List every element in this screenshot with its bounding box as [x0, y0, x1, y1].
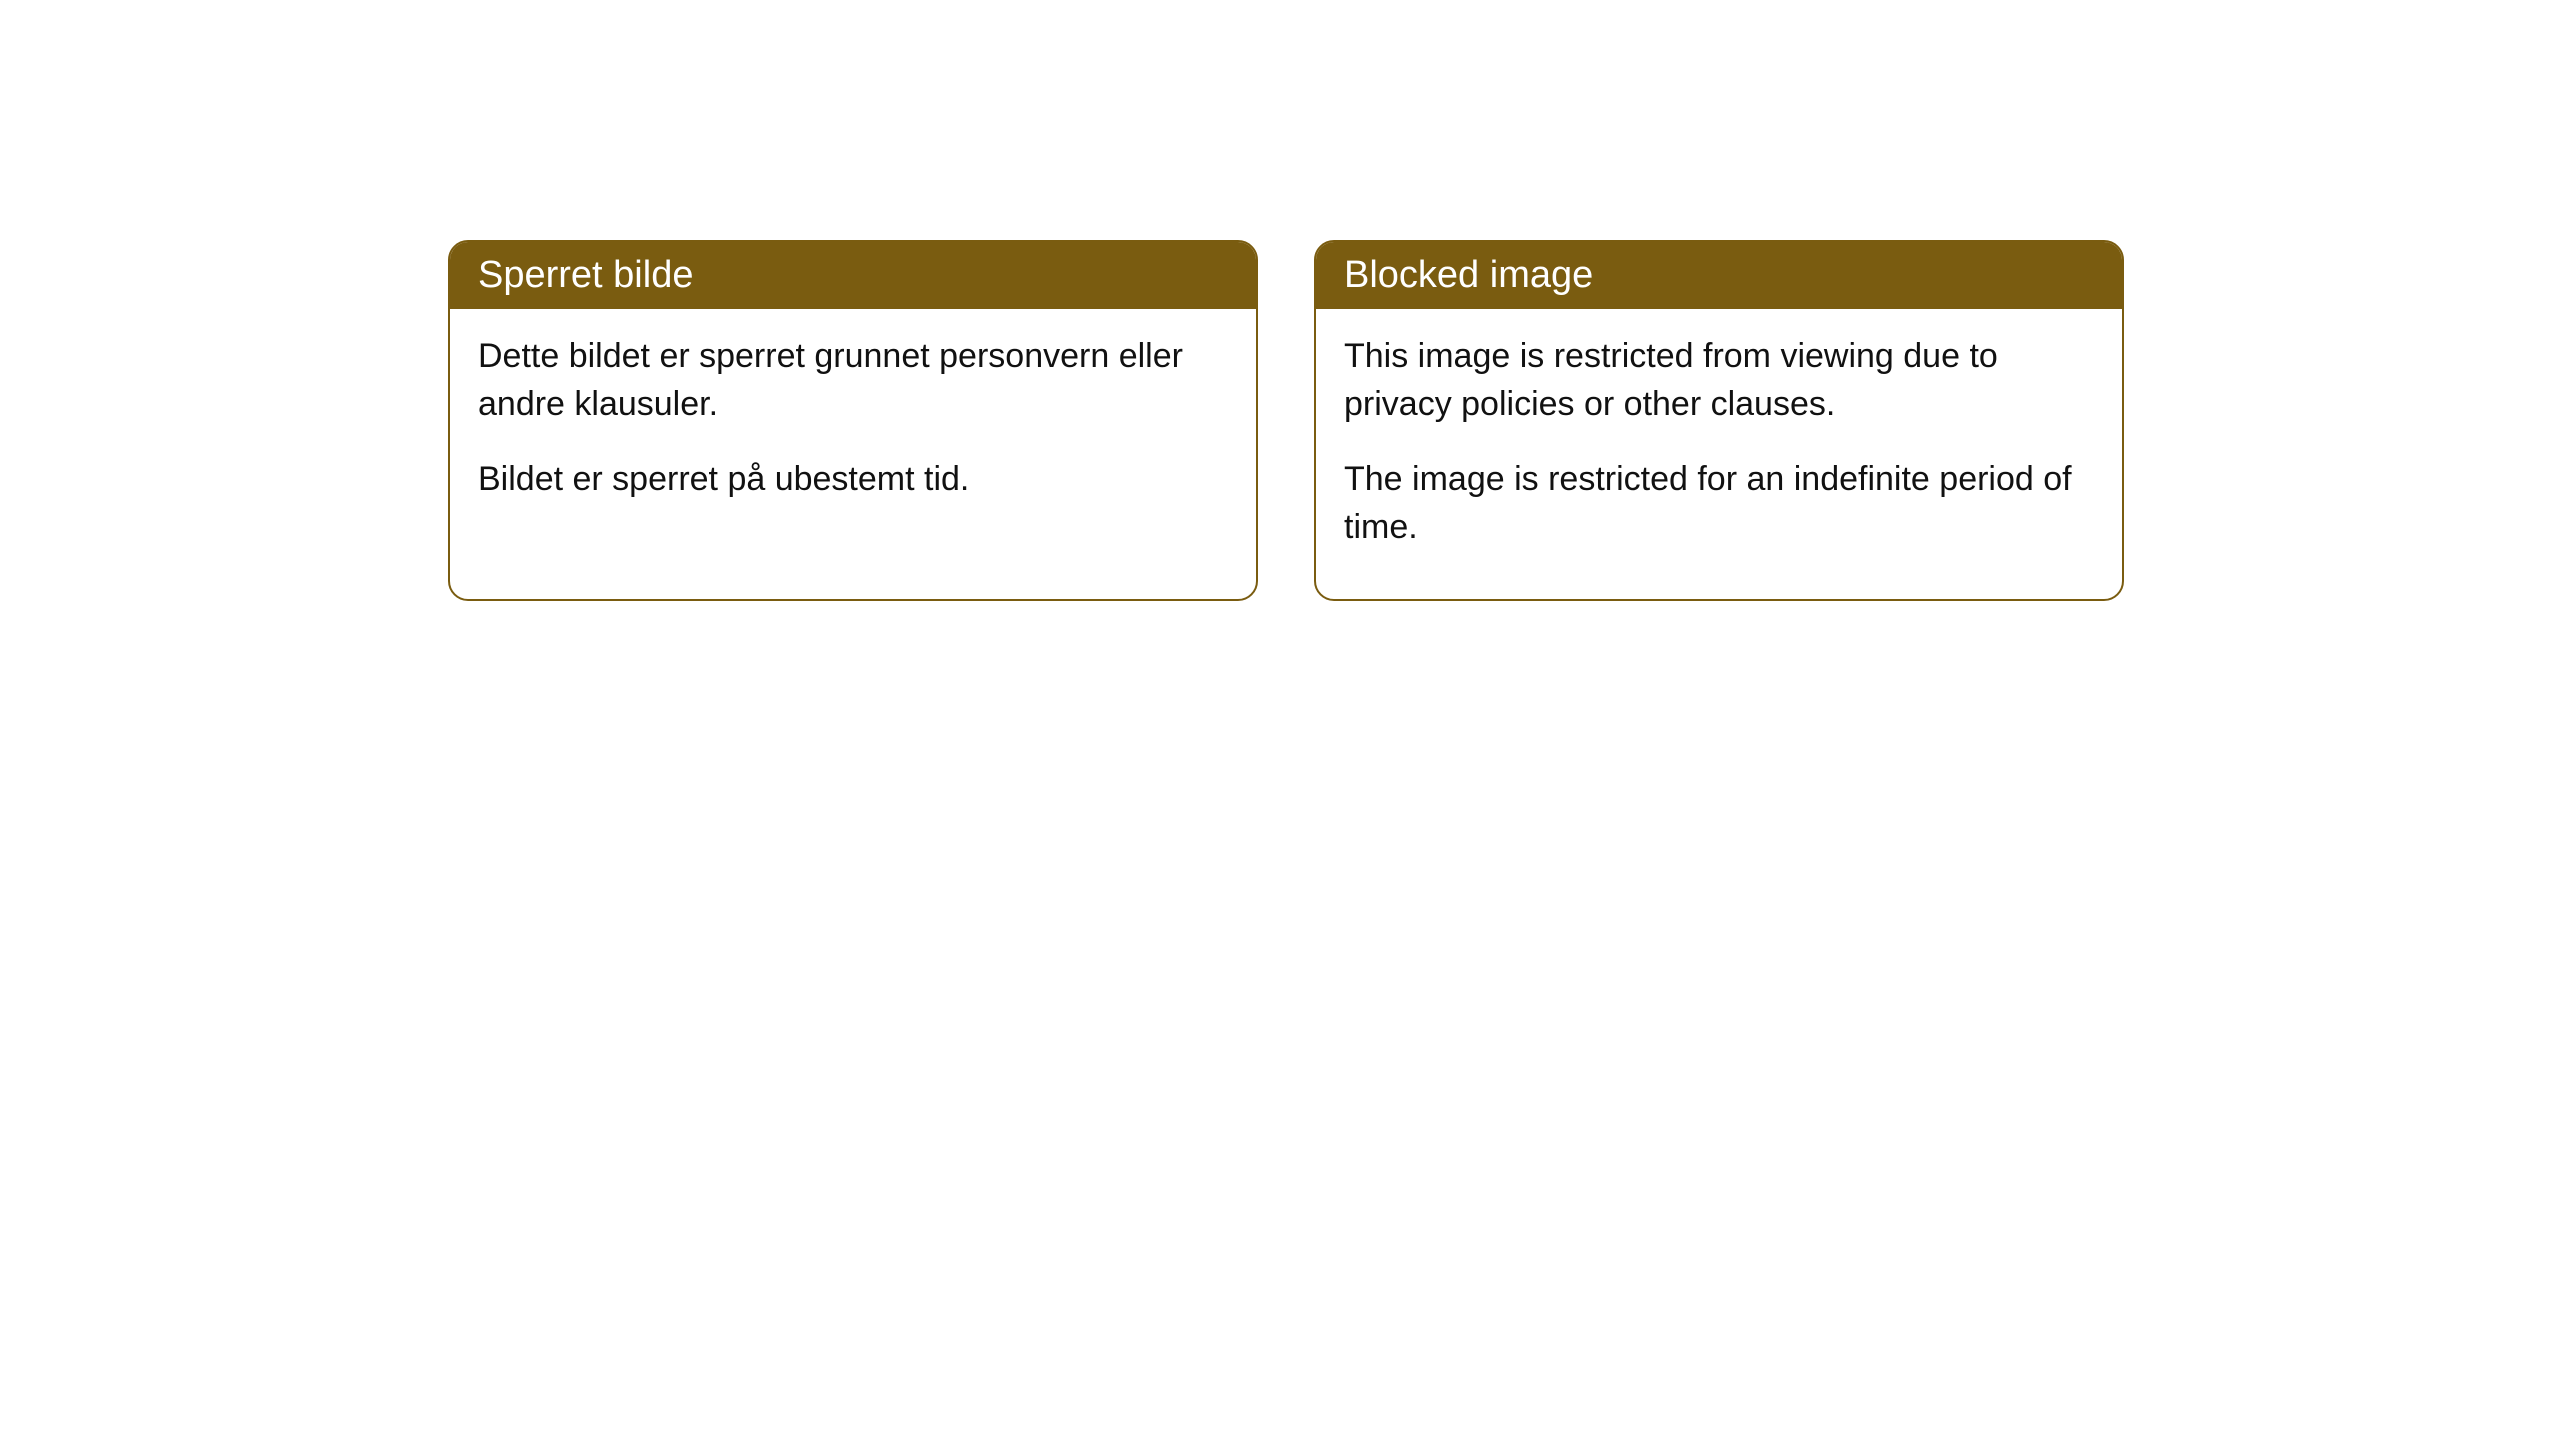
card-title: Blocked image — [1344, 254, 1593, 296]
card-header: Blocked image — [1316, 242, 2122, 309]
card-header: Sperret bilde — [450, 242, 1256, 309]
blocked-image-card-en: Blocked image This image is restricted f… — [1314, 240, 2124, 601]
card-body: Dette bildet er sperret grunnet personve… — [450, 309, 1256, 552]
card-paragraph: Bildet er sperret på ubestemt tid. — [478, 456, 1228, 504]
card-body: This image is restricted from viewing du… — [1316, 309, 2122, 599]
notice-cards-container: Sperret bilde Dette bildet er sperret gr… — [448, 240, 2124, 601]
card-paragraph: The image is restricted for an indefinit… — [1344, 456, 2094, 551]
blocked-image-card-no: Sperret bilde Dette bildet er sperret gr… — [448, 240, 1258, 601]
card-paragraph: This image is restricted from viewing du… — [1344, 333, 2094, 428]
card-title: Sperret bilde — [478, 254, 693, 296]
card-paragraph: Dette bildet er sperret grunnet personve… — [478, 333, 1228, 428]
